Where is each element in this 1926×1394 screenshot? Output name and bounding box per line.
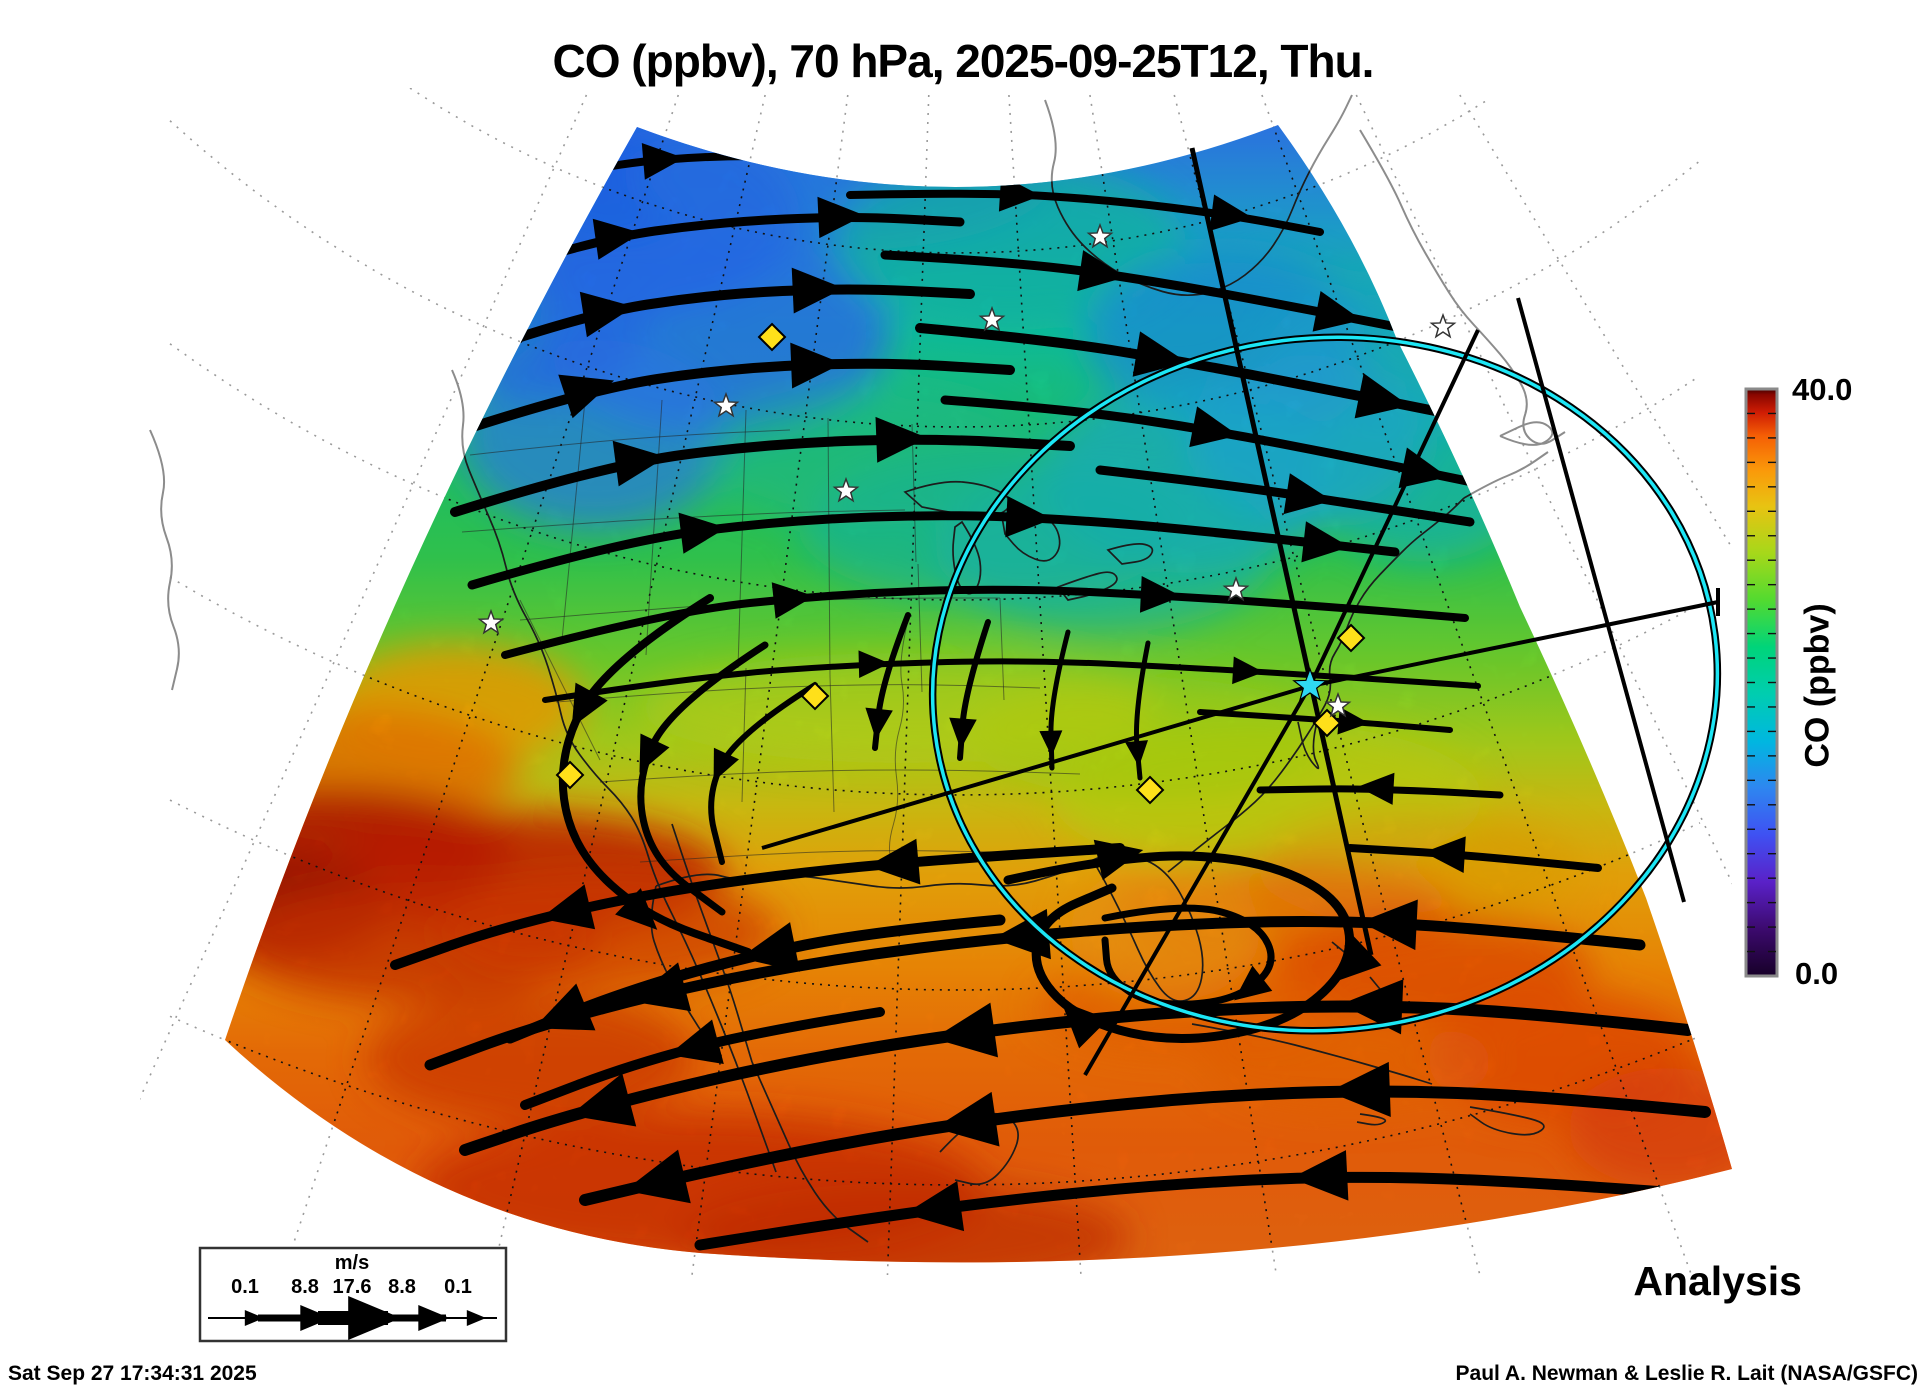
streamline-arrowhead [1093,839,1144,881]
station-diamond-marker [1135,775,1165,805]
colorbar-axis-label: CO (ppbv) [1798,603,1837,768]
credit-label: Paul A. Newman & Leslie R. Lait (NASA/GS… [1455,1362,1918,1385]
city-star-marker [978,305,1006,332]
station-diamond-marker [1312,708,1342,738]
city-star-marker [832,476,860,503]
streamline-arrowhead [1039,730,1063,757]
wind-speed-legend [198,1246,508,1343]
sight-line [1516,297,1686,903]
streamline-arrowhead [1234,965,1273,1001]
streamline-arrowhead [615,888,658,930]
streamline-arrowhead [533,983,596,1031]
streamline-arrowhead [791,267,844,314]
streamline-arrowhead [1301,521,1350,563]
city-star-marker [1429,312,1457,339]
city-star-marker [477,608,505,635]
streamline-arrowhead [641,143,685,180]
streamline-arrowhead [1283,473,1333,515]
streamline-arrowhead [1077,250,1126,292]
streamline-arrowhead [579,291,634,338]
streamline-arrowhead [949,717,977,750]
legend-arrowhead [466,1310,486,1326]
legend-arrowhead [348,1296,401,1340]
streamline-arrowhead [1333,935,1382,983]
streamline-arrowhead [867,838,921,885]
streamline-arrowhead [571,682,608,728]
streamline-arrowhead [1337,706,1370,735]
streamline-arrowhead [1354,373,1410,419]
streamline-arrowhead [1139,576,1182,613]
wind-legend-value: 0.1 [444,1276,472,1298]
wind-legend-value: 8.8 [388,1276,416,1298]
wind-legend-value: 8.8 [291,1276,319,1298]
streamline-arrowhead [1061,1001,1109,1049]
wind-legend-value: 17.6 [332,1276,372,1298]
sight-line [1083,684,1312,1077]
wind-legend-units: m/s [334,1252,370,1274]
balloon-star-marker [1292,667,1328,702]
streamline-arrowhead [624,1149,691,1204]
legend-arrowhead [418,1305,450,1331]
streamline-arrowhead [933,1002,999,1058]
city-star-marker [1086,222,1114,249]
creation-timestamp: Sat Sep 27 17:34:31 2025 [8,1362,257,1385]
streamline-arrowhead [1209,194,1253,231]
legend-arrowhead [244,1310,264,1326]
colorbar [1744,387,1779,978]
colorbar-max-label: 40.0 [1792,372,1853,407]
station-diamond-marker [1336,623,1366,653]
streamline-arrowhead [1005,495,1053,538]
streamline-arrowhead [904,1181,965,1232]
streamline-arrowhead [569,1073,637,1127]
streamline-arrowhead [540,884,596,930]
city-star-marker [1324,691,1352,718]
streamline-arrowhead [1312,290,1362,332]
streamline-arrowhead [1398,447,1448,489]
station-diamond-marker [757,322,787,352]
overlay-annotations [477,147,1722,1077]
streamline-arrowhead [558,374,615,419]
streamline-arrowhead [739,922,800,972]
range-circle [930,335,1720,1033]
sight-line [761,684,1311,850]
streamline-arrowhead [875,416,928,463]
streamline-arrowhead [713,747,739,782]
streamline-arrowhead [1423,836,1466,874]
streamline-arrowhead [668,1019,724,1065]
legend-arrowhead [300,1305,332,1331]
streamline-arrowhead [1232,656,1264,685]
sight-line [1189,147,1374,956]
streamline-arrowhead [865,707,893,740]
analysis-label: Analysis [1633,1258,1802,1304]
streamline-arrowhead [1125,740,1149,767]
station-diamond-marker [555,760,585,790]
city-star-marker [712,391,740,418]
streamline-arrowhead [771,582,815,619]
streamline-arrowhead [612,440,667,487]
sight-line [1309,600,1719,688]
colorbar-min-label: 0.0 [1795,956,1839,991]
plot-title: CO (ppbv), 70 hPa, 2025-09-25T12, Thu. [552,35,1375,87]
streamline-arrowhead [858,650,890,678]
streamline-arrowhead [934,1091,1000,1147]
city-star-marker [1222,575,1250,602]
streamline-arrowhead [817,196,865,239]
streamline-arrowhead [1189,406,1239,448]
streamline-arrowhead [678,512,727,554]
streamline-arrowhead [639,733,670,773]
streamline-arrowhead [1328,1061,1391,1118]
streamline-arrowhead [592,218,642,260]
streamline-arrowhead [1360,899,1418,951]
sight-line [1308,329,1480,687]
station-diamond-marker [800,681,830,711]
streamline-arrowhead [1290,1150,1349,1201]
streamline-arrowhead [790,342,843,389]
streamline-arrowhead [1340,979,1404,1035]
wind-streamlines [390,143,1711,1251]
streamline-arrowhead [1357,772,1395,805]
wind-legend-value: 0.1 [231,1276,259,1298]
